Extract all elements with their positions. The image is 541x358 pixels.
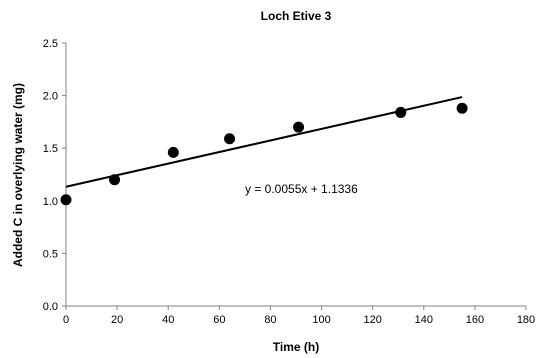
x-tick-label: 60: [213, 314, 225, 326]
x-tick-label: 140: [415, 314, 433, 326]
data-point: [60, 194, 72, 206]
data-point: [293, 121, 305, 133]
y-tick-label: 0.0: [43, 301, 58, 313]
data-points: [60, 102, 468, 206]
y-axis-title: Added C in overlying water (mg): [11, 83, 25, 267]
x-tick-label: 0: [63, 314, 69, 326]
data-point: [395, 106, 407, 118]
chart-title: Loch Etive 3: [261, 9, 332, 23]
y-axis-ticks: 0.0 0.5 1.0 1.5 2.0 2.5: [43, 38, 66, 313]
data-point: [167, 146, 179, 158]
x-tick-label: 80: [264, 314, 276, 326]
y-tick-label: 1.0: [43, 196, 58, 208]
data-point: [224, 133, 236, 145]
y-tick-label: 2.0: [43, 91, 58, 103]
y-tick-label: 2.5: [43, 38, 58, 50]
x-tick-label: 180: [517, 314, 535, 326]
x-tick-label: 20: [111, 314, 123, 326]
x-tick-label: 120: [363, 314, 381, 326]
x-tick-label: 100: [312, 314, 330, 326]
x-tick-label: 160: [466, 314, 484, 326]
y-tick-label: 1.5: [43, 143, 58, 155]
x-axis-ticks: 0 20 40 60 80 100 120 140 160 180: [63, 306, 535, 326]
trendline-equation: y = 0.0055x + 1.1336: [245, 182, 358, 196]
y-tick-label: 0.5: [43, 248, 58, 260]
x-axis-title: Time (h): [273, 340, 319, 354]
x-tick-label: 40: [162, 314, 174, 326]
data-point: [456, 102, 468, 114]
data-point: [109, 174, 121, 186]
